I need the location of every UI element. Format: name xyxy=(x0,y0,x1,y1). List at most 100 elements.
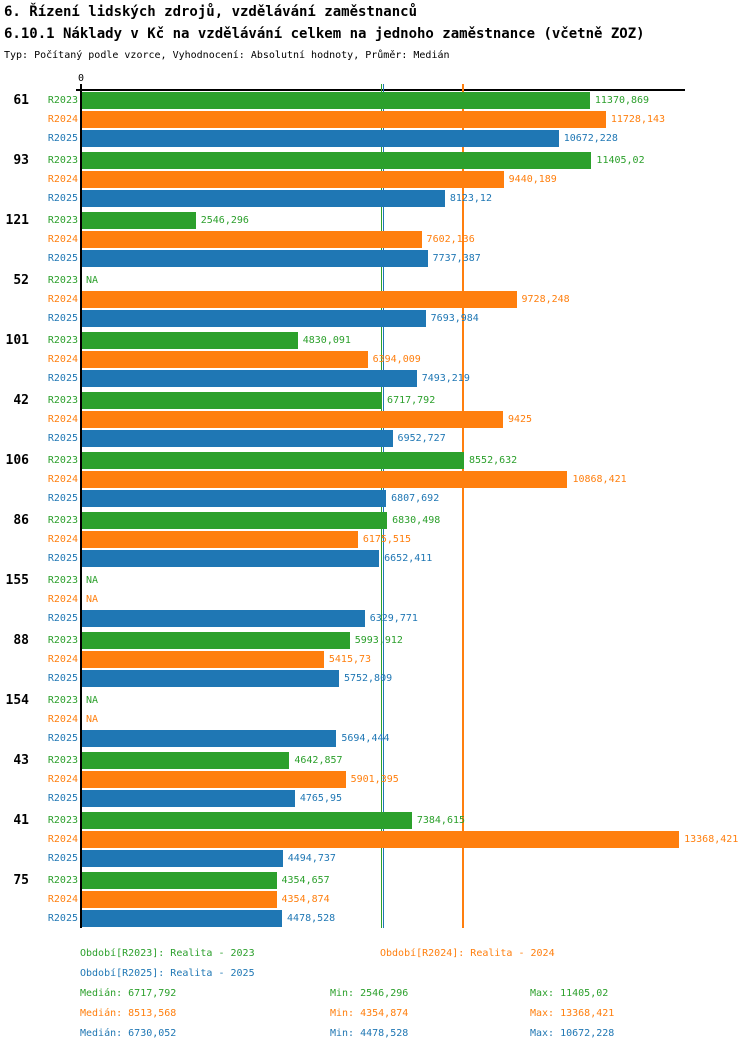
bar-row: R2025 6807,692 xyxy=(0,490,750,507)
bar-value-label: 6807,692 xyxy=(391,493,440,504)
bar-row: R2023 NA xyxy=(0,572,750,589)
group-rows: R2023 NA R2024 9728,248 R2025 7693,984 xyxy=(0,272,750,327)
bar-group: 93 R2023 11405,02 R2024 9440,189 R2025 8… xyxy=(0,152,750,207)
bar-value-label: 7384,615 xyxy=(416,815,466,826)
bar xyxy=(82,850,283,867)
bar xyxy=(82,891,277,908)
bar-row: R2023 NA xyxy=(0,692,750,709)
bar-value-label: 8552,632 xyxy=(469,455,518,466)
group-rows: R2023 7384,615 R2024 13368,421 R2025 449… xyxy=(0,812,750,867)
bar xyxy=(82,130,559,147)
bar-value-label: 11728,143 xyxy=(610,114,666,125)
bar xyxy=(82,430,393,447)
stat-min-r2023: Min: 2546,296 xyxy=(330,988,409,999)
series-label: R2024 xyxy=(47,294,78,305)
series-label: R2025 xyxy=(47,853,78,864)
bar xyxy=(82,670,339,687)
bar-value-label: 4830,091 xyxy=(302,335,351,346)
bar-value-label: 5694,444 xyxy=(341,733,390,744)
bar-row: R2023 8552,632 xyxy=(0,452,750,469)
bar xyxy=(82,550,380,567)
bar-row: R2025 6952,727 xyxy=(0,430,750,447)
series-label: R2024 xyxy=(47,174,78,185)
stat-max-r2023: Max: 11405,02 xyxy=(530,988,609,999)
bar-row: R2025 4765,95 xyxy=(0,790,750,807)
bar-value-label: 5415,73 xyxy=(328,654,372,665)
series-label: R2025 xyxy=(47,133,78,144)
bar-row: R2023 4830,091 xyxy=(0,332,750,349)
bar-group: 75 R2023 4354,657 R2024 4354,874 R2025 4… xyxy=(0,872,750,927)
bar-group: 43 R2023 4642,857 R2024 5901,395 R2025 4… xyxy=(0,752,750,807)
bar-value-label: 6952,727 xyxy=(397,433,446,444)
bar-row: R2025 7493,219 xyxy=(0,370,750,387)
bar-row: R2024 4354,874 xyxy=(0,891,750,908)
series-label: R2024 xyxy=(47,894,78,905)
group-rows: R2023 4830,091 R2024 6394,009 R2025 7493… xyxy=(0,332,750,387)
bar-value-label: 9440,189 xyxy=(508,174,557,185)
bar xyxy=(82,771,346,788)
stat-max-r2025: Max: 10672,228 xyxy=(530,1028,615,1039)
series-label: R2023 xyxy=(47,335,78,346)
bar-group: 52 R2023 NA R2024 9728,248 R2025 7693,98… xyxy=(0,272,750,327)
group-label: 154 xyxy=(5,693,29,708)
group-rows: R2023 6717,792 R2024 9425 R2025 6952,727 xyxy=(0,392,750,447)
bar-value-label: 6717,792 xyxy=(387,395,436,406)
bar xyxy=(82,910,283,927)
series-label: R2023 xyxy=(47,695,78,706)
bar-row: R2025 10672,228 xyxy=(0,130,750,147)
bar-value-label: 4642,857 xyxy=(294,755,343,766)
bar xyxy=(82,531,358,548)
series-label: R2023 xyxy=(47,635,78,646)
bar-row: R2025 4494,737 xyxy=(0,850,750,867)
bar-value-label: 13368,421 xyxy=(684,834,739,845)
bar xyxy=(82,790,295,807)
bar-value-label: 4478,528 xyxy=(287,913,336,924)
series-label: R2024 xyxy=(47,354,78,365)
stat-median-r2025: Medián: 6730,052 xyxy=(80,1028,177,1039)
bar xyxy=(82,212,196,229)
stat-min-r2025: Min: 4478,528 xyxy=(330,1028,409,1039)
bar xyxy=(82,310,426,327)
group-label: 42 xyxy=(13,393,29,408)
group-label: 155 xyxy=(5,573,29,588)
axis-line-vertical xyxy=(80,89,82,928)
series-label: R2025 xyxy=(47,613,78,624)
series-label: R2023 xyxy=(47,515,78,526)
bar-row: R2024 9425 xyxy=(0,411,750,428)
bar-row: R2024 11728,143 xyxy=(0,111,750,128)
bar-value-label: 9425 xyxy=(507,414,533,425)
chart-meta: Typ: Počítaný podle vzorce, Vyhodnocení:… xyxy=(4,50,450,61)
bar-row: R2023 6830,498 xyxy=(0,512,750,529)
bar-group: 88 R2023 5993,912 R2024 5415,73 R2025 57… xyxy=(0,632,750,687)
bar-group: 61 R2023 11370,869 R2024 11728,143 R2025… xyxy=(0,92,750,147)
bar-value-label: 4494,737 xyxy=(287,853,336,864)
group-label: 43 xyxy=(13,753,29,768)
bar xyxy=(82,332,298,349)
group-rows: R2023 5993,912 R2024 5415,73 R2025 5752,… xyxy=(0,632,750,687)
series-label: R2025 xyxy=(47,553,78,564)
bar-value-label: 2546,296 xyxy=(200,215,249,226)
bar-row: R2024 7602,136 xyxy=(0,231,750,248)
bar-row: R2024 10868,421 xyxy=(0,471,750,488)
bar xyxy=(82,111,606,128)
bar-value-label: 10672,228 xyxy=(563,133,618,144)
series-label: R2023 xyxy=(47,395,78,406)
bar-row: R2024 6394,009 xyxy=(0,351,750,368)
bar-row: R2023 4354,657 xyxy=(0,872,750,889)
bar xyxy=(82,812,412,829)
bar-row: R2024 NA xyxy=(0,711,750,728)
stat-median-r2023: Medián: 6717,792 xyxy=(80,988,177,999)
bar-group: 86 R2023 6830,498 R2024 6175,515 R2025 6… xyxy=(0,512,750,567)
bar xyxy=(82,730,337,747)
bar-value-label: 10868,421 xyxy=(572,474,627,485)
bar-value-label: NA xyxy=(86,275,99,286)
bar xyxy=(82,471,568,488)
bar xyxy=(82,490,387,507)
bar-row: R2023 6717,792 xyxy=(0,392,750,409)
series-label: R2025 xyxy=(47,793,78,804)
bar-row: R2023 4642,857 xyxy=(0,752,750,769)
bar-row: R2023 2546,296 xyxy=(0,212,750,229)
group-label: 101 xyxy=(5,333,29,348)
bar-value-label: 7693,984 xyxy=(430,313,479,324)
axis-line-horizontal xyxy=(76,89,685,91)
